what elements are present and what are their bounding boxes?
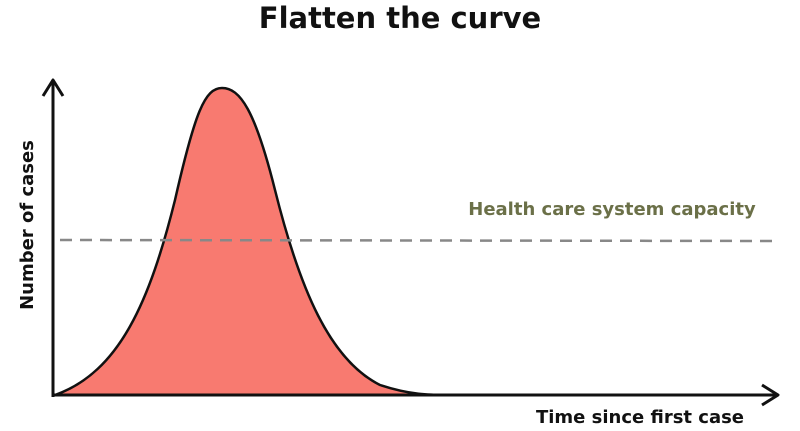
x-axis-arrow: [761, 383, 780, 407]
x-axis-label: Time since first case: [536, 407, 744, 428]
y-axis-arrow: [41, 78, 65, 97]
title: Flatten the curve: [259, 1, 541, 35]
y-axis-label: Number of cases: [17, 140, 38, 310]
capacity-line: [59, 238, 781, 243]
capacity-label: Health care system capacity: [468, 199, 756, 220]
